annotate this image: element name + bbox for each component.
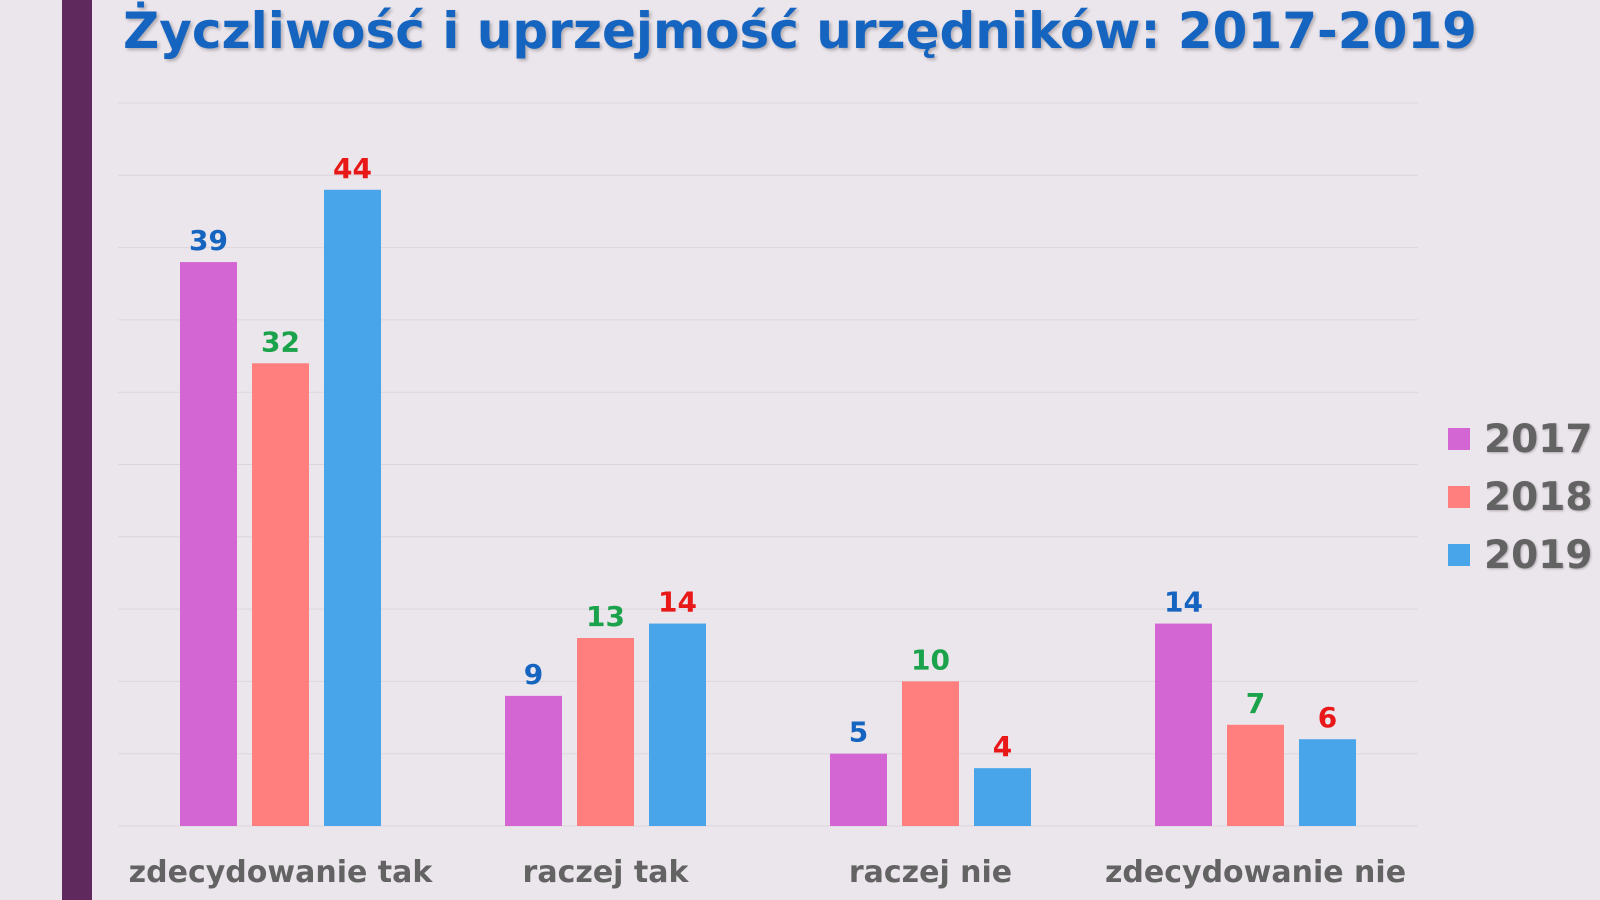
- legend: 2017 2018 2019: [1448, 410, 1593, 584]
- side-accent-bar: [62, 0, 92, 900]
- data-label-2018-4: 7: [1246, 687, 1265, 720]
- bar-2018-1: [252, 363, 309, 826]
- bars: [180, 189, 1356, 826]
- bar-2017-3: [830, 753, 887, 826]
- category-label-4: zdecydowanie nie: [1105, 855, 1406, 890]
- data-label-2017-4: 14: [1164, 586, 1203, 619]
- data-label-2019-3: 4: [993, 730, 1012, 763]
- bar-2017-1: [180, 262, 237, 826]
- data-label-2018-2: 13: [586, 600, 625, 633]
- category-label-2: raczej tak: [523, 855, 690, 890]
- bar-2018-2: [577, 638, 634, 826]
- legend-swatch-2019: [1448, 544, 1470, 566]
- category-labels: zdecydowanie tak raczej tak raczej nie zdec…: [129, 855, 1406, 890]
- legend-label-2018: 2018: [1484, 474, 1593, 520]
- bar-2018-3: [902, 681, 959, 826]
- legend-item-2018: 2018: [1448, 468, 1593, 526]
- legend-swatch-2018: [1448, 486, 1470, 508]
- legend-swatch-2017: [1448, 428, 1470, 450]
- legend-label-2017: 2017: [1484, 416, 1593, 462]
- bar-2018-4: [1227, 724, 1284, 826]
- chart-title: Życzliwość i uprzejmość urzędników: 2017…: [123, 2, 1477, 60]
- data-label-2017-2: 9: [524, 658, 543, 691]
- data-label-2019-4: 6: [1318, 701, 1337, 734]
- data-label-2017-1: 39: [189, 224, 228, 257]
- grid-lines: [118, 102, 1418, 827]
- category-label-3: raczej nie: [849, 855, 1012, 890]
- data-label-2019-2: 14: [658, 586, 697, 619]
- data-label-2018-1: 32: [261, 325, 300, 358]
- category-label-1: zdecydowanie tak: [129, 855, 434, 890]
- bar-2017-2: [505, 695, 562, 826]
- bar-2019-2: [649, 623, 706, 826]
- legend-item-2019: 2019: [1448, 526, 1593, 584]
- data-label-2018-3: 10: [911, 643, 950, 676]
- bar-2017-4: [1155, 623, 1212, 826]
- legend-label-2019: 2019: [1484, 532, 1593, 578]
- bar-2019-1: [324, 189, 381, 826]
- data-label-2019-1: 44: [333, 152, 372, 185]
- legend-item-2017: 2017: [1448, 410, 1593, 468]
- data-label-2017-3: 5: [849, 716, 868, 749]
- data-labels: 39 32 44 9 13 14 5 10 4 14 7 6: [189, 152, 1337, 763]
- bar-2019-4: [1299, 739, 1356, 826]
- bar-2019-3: [974, 768, 1031, 826]
